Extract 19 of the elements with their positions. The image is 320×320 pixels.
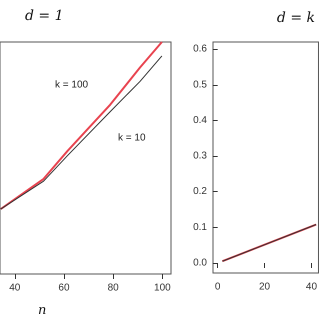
x-tick-label: 40 (306, 282, 318, 292)
x-tick-label: 80 (108, 282, 120, 294)
x-tick-label: 20 (259, 282, 271, 292)
chart-title: d = k (276, 10, 315, 26)
y-tick-label: 0.6 (193, 44, 208, 55)
x-tick-label: 100 (154, 282, 172, 294)
y-tick-label: 0.1 (193, 222, 208, 233)
y-tick-label: 0.2 (193, 186, 208, 198)
y-tick-label: 0.0 (193, 258, 208, 269)
y-tick-label: 0.3 (193, 150, 208, 162)
annotation: k = 10 (118, 132, 146, 144)
chart-title: d = 1 (25, 8, 64, 24)
y-tick-label: 0.4 (193, 114, 208, 126)
annotation: k = 100 (55, 80, 89, 90)
y-tick-label: 0.5 (193, 79, 208, 90)
x-tick-label: 0 (214, 282, 221, 292)
x-tick-label: 40 (9, 282, 21, 294)
x-tick-label: 60 (58, 282, 70, 294)
x-axis-title: n (38, 303, 46, 318)
